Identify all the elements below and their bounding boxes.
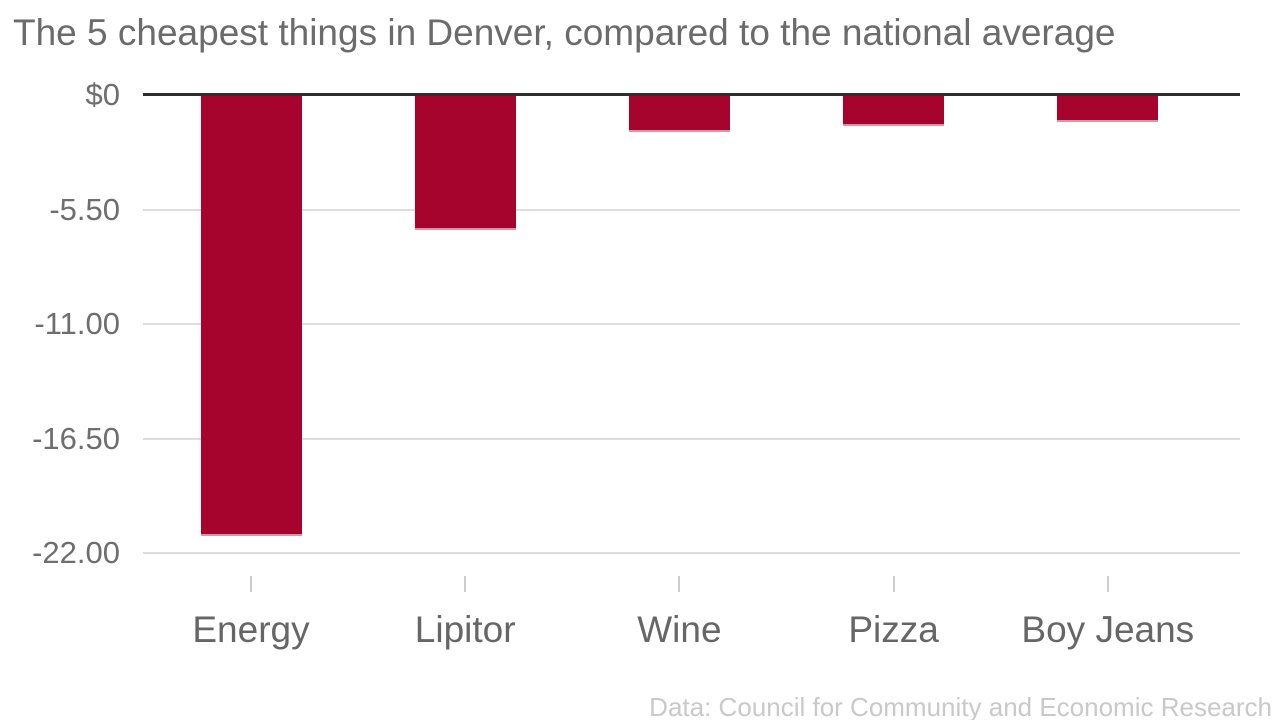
- gridline--11.00: [143, 323, 1240, 325]
- y-axis-tick-label: $0: [85, 77, 120, 112]
- bar-lipitor: [414, 95, 516, 231]
- y-axis-tick-label: -5.50: [49, 191, 120, 227]
- category-label-energy: Energy: [192, 609, 310, 650]
- x-axis-tick-mark: [464, 576, 467, 592]
- gridline--22.00: [143, 552, 1240, 554]
- y-axis-tick-label: -22.00: [32, 535, 120, 570]
- category-label-boy-jeans: Boy Jeans: [1021, 609, 1195, 650]
- x-axis-tick-mark: [250, 576, 252, 592]
- y-axis-tick-label: -16.50: [32, 420, 120, 456]
- gridline--16.50: [143, 437, 1240, 440]
- data-source-credit: Data: Council for Community and Economic…: [649, 692, 1272, 720]
- x-axis-tick-mark: [678, 576, 681, 592]
- bar-energy: [200, 95, 302, 537]
- category-label-lipitor: Lipitor: [414, 609, 516, 650]
- chart-title: The 5 cheapest things in Denver, compare…: [13, 12, 1116, 53]
- x-axis-tick-mark: [892, 576, 895, 592]
- bar-pizza: [843, 95, 945, 127]
- category-label-pizza: Pizza: [848, 609, 939, 650]
- zero-baseline: [143, 93, 1240, 96]
- bar-wine: [628, 95, 730, 133]
- y-axis-tick-label: -11.00: [34, 306, 120, 341]
- x-axis-tick-mark: [1106, 576, 1109, 592]
- category-label-wine: Wine: [637, 609, 722, 650]
- bar-boy-jeans: [1057, 95, 1159, 122]
- gridline--5.50: [143, 208, 1240, 211]
